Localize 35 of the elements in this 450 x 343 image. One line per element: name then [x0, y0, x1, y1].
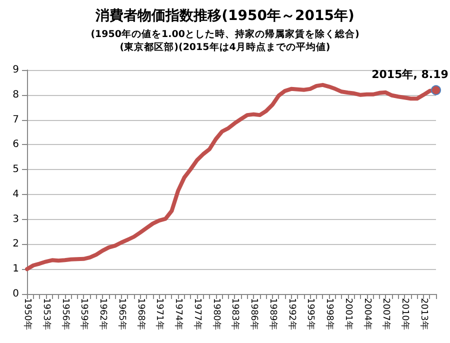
x-tick-label: 2007年 [380, 298, 392, 330]
chart-title: 消費者物価指数推移(1950年～2015年) [94, 8, 354, 24]
x-tick-label: 2013年 [418, 298, 430, 330]
y-tick-label: 5 [12, 164, 19, 176]
y-tick-label: 1 [12, 264, 19, 275]
x-tick-label: 1956年 [60, 298, 71, 330]
x-tick-label: 1971年 [154, 298, 166, 330]
x-tick-label: 1959年 [78, 298, 90, 330]
x-tick-label: 1953年 [40, 298, 52, 330]
y-tick-label: 0 [12, 288, 19, 300]
x-tick-label: 1965年 [116, 298, 128, 330]
x-tick-label: 2010年 [400, 298, 411, 330]
x-tick-label: 1995年 [305, 298, 316, 330]
data-label: 2015年, 8.19 [372, 68, 448, 82]
x-tick-label: 1968年 [135, 298, 146, 330]
y-tick-label: 2 [12, 238, 19, 250]
x-tick-label: 1950年 [22, 298, 33, 330]
y-tick-label: 3 [12, 214, 19, 225]
chart-subtitle: (1950年の値を1.00とした時、持家の帰属家賃を除く総合) (東京都区部)(2015年は4月時点までの平均値) [90, 28, 360, 53]
y-tick-label: 4 [12, 188, 19, 200]
x-tick-label: 1986年 [248, 298, 260, 330]
x-tick-label: 1980年 [210, 298, 222, 330]
x-tick-label: 1989年 [267, 298, 278, 330]
x-tick-label: 1977年 [192, 298, 203, 330]
x-tick-label: 1998年 [324, 298, 336, 330]
x-tick-label: 1962年 [98, 298, 109, 330]
y-tick-label: 6 [12, 139, 19, 150]
x-tick-label: 1983年 [230, 298, 241, 330]
y-tick-label: 9 [12, 64, 19, 76]
y-tick-label: 8 [12, 89, 19, 100]
x-tick-label: 2004年 [362, 298, 373, 330]
x-tick-label: 1992年 [286, 298, 298, 330]
y-tick-label: 7 [12, 114, 19, 126]
x-tick-label: 1974年 [173, 298, 184, 330]
x-tick-label: 2001年 [342, 298, 354, 330]
